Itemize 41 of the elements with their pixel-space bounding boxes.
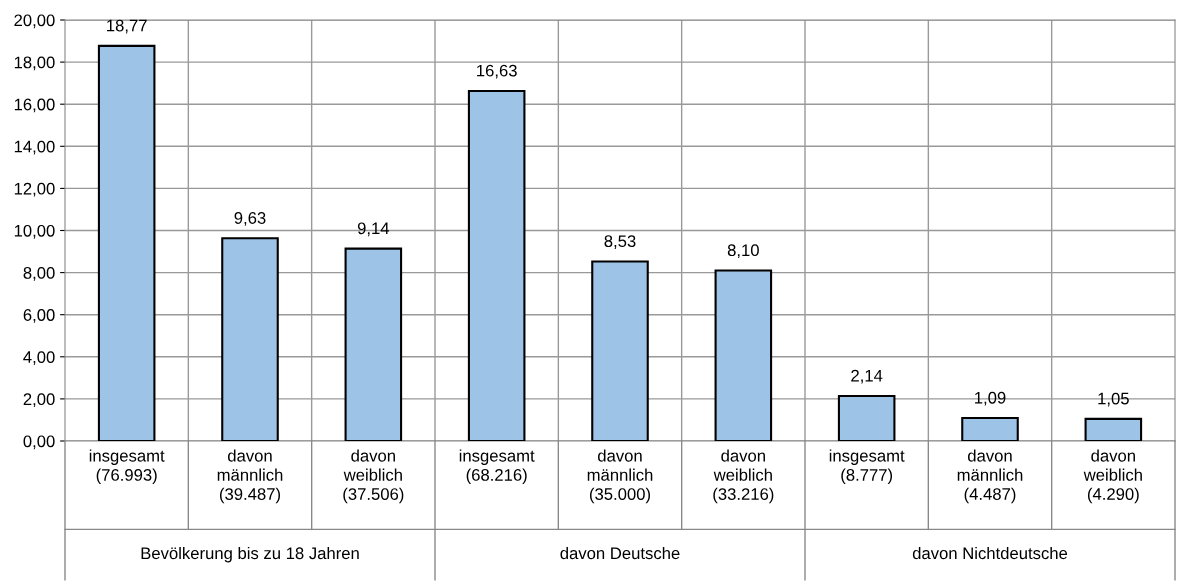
text: davon Deutsche	[560, 546, 680, 560]
x-tick-label: insgesamt (8.777)	[829, 449, 905, 485]
bar	[97, 44, 156, 441]
data-label: 9,63	[234, 212, 266, 226]
x-tick-label: insgesamt (76.993)	[89, 449, 165, 485]
data-label: 1,05	[1098, 392, 1129, 407]
text: Bevölkerung bis zu 18 Jahren	[141, 546, 359, 563]
y-tick-label: 20,00	[14, 14, 55, 29]
y-tick-label: 6,00	[23, 309, 55, 323]
data-label: 1,09	[975, 391, 1006, 406]
x-tick-label: davon weiblich (4.290)	[1083, 449, 1142, 504]
x-tick-label: insgesamt (68.216)	[459, 449, 535, 485]
y-tick-label: 16,00	[14, 98, 55, 113]
bar	[1084, 417, 1143, 441]
y-tick-label: 0,00	[23, 435, 55, 450]
x-tick-label: davon männlich (35.000)	[587, 449, 653, 504]
text: davon Nichtdeutsche	[912, 546, 1068, 560]
data-label: 2,14	[851, 369, 883, 384]
data-label: 8,10	[727, 244, 759, 259]
y-tick-label: 14,00	[14, 140, 55, 155]
bar	[714, 269, 773, 441]
data-label: 8,53	[604, 235, 636, 250]
bar	[344, 247, 403, 441]
data-label: 18,77	[107, 19, 147, 34]
bar	[591, 260, 649, 441]
y-tick-label: 4,00	[23, 351, 55, 365]
x-tick-label: davon weiblich (33.216)	[713, 449, 774, 504]
y-tick-label: 8,00	[23, 267, 55, 281]
bar	[221, 237, 279, 441]
bar	[837, 394, 896, 441]
y-tick-label: 10,00	[14, 224, 55, 239]
bar	[961, 417, 1019, 441]
y-tick-label: 2,00	[23, 393, 55, 408]
bar	[467, 89, 526, 441]
x-tick-label: davon weiblich (37.506)	[343, 449, 404, 504]
x-tick-label: davon männlich (39.487)	[217, 449, 283, 504]
x-tick-label: davon männlich (4.487)	[957, 449, 1023, 504]
data-label: 16,63	[477, 64, 517, 79]
y-tick-label: 18,00	[14, 56, 55, 71]
data-label: 9,14	[357, 222, 390, 237]
y-tick-label: 12,00	[14, 182, 55, 197]
